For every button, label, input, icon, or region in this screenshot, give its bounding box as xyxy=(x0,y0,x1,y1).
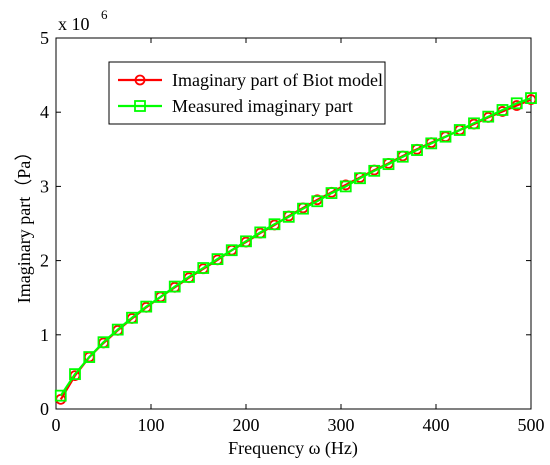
data-point-1 xyxy=(154,291,167,303)
data-point-1 xyxy=(197,262,210,274)
y-tick-label: 4 xyxy=(40,102,49,122)
data-point-1 xyxy=(211,253,224,266)
data-point-1 xyxy=(425,137,438,150)
x-tick-label: 0 xyxy=(52,415,61,435)
y-tick-label: 2 xyxy=(40,251,49,271)
data-point-1 xyxy=(368,164,381,177)
data-point-1 xyxy=(325,187,338,199)
y-tick-label: 5 xyxy=(40,28,49,48)
x-tick-label: 200 xyxy=(233,415,260,435)
tick-labels: 0 100 200 300 400 500 0 1 2 3 4 5 xyxy=(40,28,545,435)
y-multiplier-exponent: 6 xyxy=(101,7,108,22)
y-tick-label: 1 xyxy=(40,325,49,345)
legend-box xyxy=(108,61,386,125)
data-point-1 xyxy=(482,110,495,123)
data-point-1 xyxy=(183,271,195,283)
legend-marker-biot xyxy=(134,74,146,86)
data-point-1 xyxy=(354,172,366,185)
legend: Imaginary part of Biot model Measured im… xyxy=(108,61,386,125)
legend-label-biot: Imaginary part of Biot model xyxy=(172,70,383,90)
data-point-1 xyxy=(225,244,238,257)
data-point-1 xyxy=(240,235,252,248)
axis-ticks xyxy=(55,37,532,410)
data-point-1 xyxy=(411,144,423,156)
data-point-1 xyxy=(54,389,67,402)
series-line-1 xyxy=(59,97,532,397)
data-point-1 xyxy=(126,311,138,324)
data-point-1 xyxy=(282,210,295,223)
y-tick-label: 3 xyxy=(40,176,49,196)
x-tick-label: 300 xyxy=(328,415,355,435)
y-axis-label: Imaginary part（Pa） xyxy=(14,143,34,303)
data-point-1 xyxy=(453,124,466,136)
data-point-1 xyxy=(254,226,267,239)
data-point-1 xyxy=(297,202,309,215)
series-layer xyxy=(54,92,537,405)
legend-marker-measured xyxy=(134,100,146,112)
data-point-1 xyxy=(439,130,452,143)
x-tick-label: 400 xyxy=(423,415,450,435)
x-tick-label: 500 xyxy=(518,415,545,435)
x-tick-label: 100 xyxy=(138,415,165,435)
data-point-1 xyxy=(168,280,181,293)
data-point-1 xyxy=(97,336,110,349)
data-point-1 xyxy=(525,92,537,105)
data-point-1 xyxy=(69,368,81,381)
data-point-1 xyxy=(83,351,96,363)
data-point-1 xyxy=(140,300,153,313)
data-point-1 xyxy=(510,97,523,110)
legend-label-measured: Measured imaginary part xyxy=(172,96,353,116)
data-point-1 xyxy=(382,158,395,171)
data-point-1 xyxy=(396,150,409,163)
data-point-1 xyxy=(496,104,509,116)
y-multiplier-label: x 10 xyxy=(58,14,90,34)
data-point-1 xyxy=(339,180,352,193)
data-point-1 xyxy=(268,218,281,231)
data-point-1 xyxy=(111,323,124,336)
data-point-1 xyxy=(311,195,324,208)
y-tick-label: 0 xyxy=(40,399,49,419)
x-axis-label: Frequency ω (Hz) xyxy=(228,438,358,459)
data-point-1 xyxy=(468,117,480,130)
